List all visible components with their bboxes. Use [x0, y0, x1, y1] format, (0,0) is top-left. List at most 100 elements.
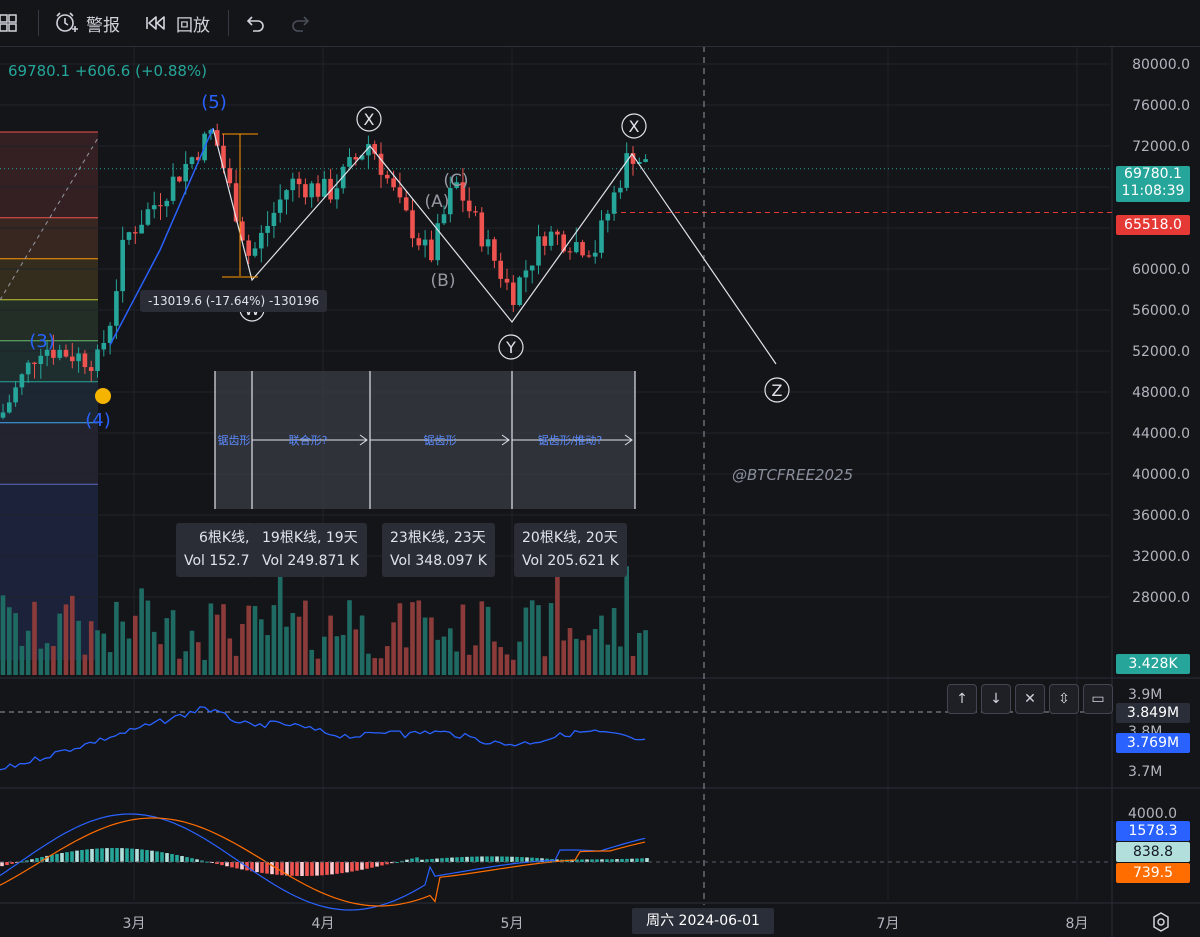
- macd-histogram-bar: [215, 862, 219, 864]
- candle-body: [221, 145, 226, 169]
- macd-signal-line: [0, 817, 646, 907]
- volume-bar: [523, 607, 529, 675]
- macd-histogram-bar: [315, 862, 319, 876]
- volume-bar: [133, 615, 138, 675]
- wave-label-c: (C): [443, 171, 468, 191]
- candle-body: [328, 178, 333, 200]
- candle-body: [70, 356, 75, 362]
- candle-body: [57, 349, 62, 358]
- volume-bar: [271, 605, 277, 675]
- obv-value-2: 3.769M: [1126, 735, 1180, 751]
- undo-button[interactable]: [244, 8, 266, 38]
- move-pane-down-button[interactable]: ↓: [981, 684, 1011, 714]
- date-range-arrowhead: [501, 434, 510, 446]
- volume-bar: [334, 636, 340, 675]
- alarm-clock-icon: [56, 12, 78, 32]
- candle-body: [592, 252, 598, 257]
- price-axis-tick: 32000.0: [1132, 549, 1190, 565]
- volume-bar: [32, 601, 37, 675]
- candle-body: [189, 157, 195, 164]
- current-price-value: 69780.1: [1124, 166, 1182, 182]
- candle-body: [422, 239, 428, 246]
- collapse-pane-button[interactable]: ⇳: [1049, 684, 1079, 714]
- range-info-box-3: 23根K线, 23天 Vol 348.097 K: [382, 523, 495, 577]
- macd-histogram-bar: [530, 857, 534, 862]
- redo-button[interactable]: [290, 8, 312, 38]
- volume-bar: [618, 646, 623, 675]
- price-axis-tick: 56000.0: [1132, 303, 1190, 319]
- alert-button[interactable]: 警报: [54, 8, 120, 38]
- candle-body: [334, 188, 340, 200]
- range-info-bars: 23根K线, 23天: [390, 530, 486, 546]
- wave-label-y-circle: [498, 334, 524, 360]
- close-pane-button[interactable]: ✕: [1015, 684, 1045, 714]
- macd-histogram-bar: [300, 862, 304, 876]
- macd-histogram-bar: [380, 862, 384, 866]
- candle-body: [107, 325, 113, 344]
- measure-value: -13019.6 (-17.64%) -130196: [148, 294, 320, 308]
- layout-grid-icon[interactable]: [0, 8, 22, 38]
- fib-zone: [0, 132, 98, 218]
- range-info-vol: Vol 249.871 K: [262, 553, 359, 569]
- candle-body: [322, 178, 327, 197]
- line-price-value: 65518.0: [1124, 217, 1182, 233]
- wave-label-x-circle: [356, 106, 382, 132]
- volume-bar: [637, 632, 642, 675]
- price-axis-tick: 72000.0: [1132, 139, 1190, 155]
- candle-body: [214, 130, 220, 146]
- volume-bar: [13, 613, 18, 675]
- volume-bar: [353, 629, 359, 675]
- bar-countdown: 11:08:39: [1121, 183, 1185, 199]
- volume-bar: [492, 641, 497, 675]
- volume-bar: [511, 659, 516, 675]
- maximize-pane-button[interactable]: ▭: [1083, 684, 1113, 714]
- volume-bar: [422, 617, 428, 675]
- gear-icon[interactable]: [1150, 911, 1172, 933]
- candle-body: [485, 239, 491, 247]
- volume-bar: [561, 640, 566, 675]
- volume-bar: [252, 606, 258, 675]
- time-axis-label: 3月: [123, 916, 146, 932]
- time-axis-label: 5月: [501, 916, 524, 932]
- macd-value-badge-1: 1578.3: [1116, 821, 1190, 841]
- volume-bar: [548, 603, 554, 675]
- candle-body: [277, 199, 283, 213]
- volume-bar: [397, 603, 403, 675]
- volume-bar: [114, 601, 119, 675]
- candle-body: [466, 200, 472, 212]
- macd-histogram-bar: [385, 862, 389, 865]
- volume-bar: [448, 628, 453, 675]
- volume-bar: [385, 646, 390, 675]
- macd-histogram-bar: [280, 862, 284, 876]
- macd-histogram-bar: [35, 858, 39, 862]
- volume-bar: [309, 649, 314, 675]
- macd-pane: [0, 813, 1112, 911]
- volume-bar: [189, 630, 195, 675]
- candle-body: [429, 239, 434, 261]
- move-pane-up-button[interactable]: ↑: [947, 684, 977, 714]
- candle-body: [359, 155, 365, 160]
- macd-histogram-bar: [260, 862, 264, 873]
- arrow-up-icon: ↑: [956, 691, 968, 707]
- range-info-box-2: 19根K线, 19天 Vol 249.871 K: [254, 523, 367, 577]
- volume-badge: 3.428K: [1116, 654, 1190, 674]
- macd-histogram-bar: [80, 849, 84, 862]
- date-range-arrowhead: [359, 434, 368, 446]
- candle-body: [145, 209, 151, 225]
- replay-button[interactable]: 回放: [146, 8, 210, 38]
- macd-histogram-bar: [495, 856, 499, 862]
- candle-body: [555, 231, 560, 235]
- wave-label-z-circle: [764, 377, 790, 403]
- macd-histogram-bar: [310, 862, 314, 876]
- candle-body: [460, 182, 466, 201]
- time-axis-label: 7月: [877, 916, 900, 932]
- candle-body: [63, 349, 69, 357]
- replay-label: 回放: [176, 15, 210, 36]
- macd-histogram-bar: [200, 860, 204, 862]
- macd-histogram-bar: [270, 862, 274, 875]
- wave-label-x-circle: [621, 113, 647, 139]
- candle-body: [95, 349, 100, 372]
- macd-histogram-bar: [165, 853, 169, 862]
- last-price: 69780.1: [8, 62, 71, 80]
